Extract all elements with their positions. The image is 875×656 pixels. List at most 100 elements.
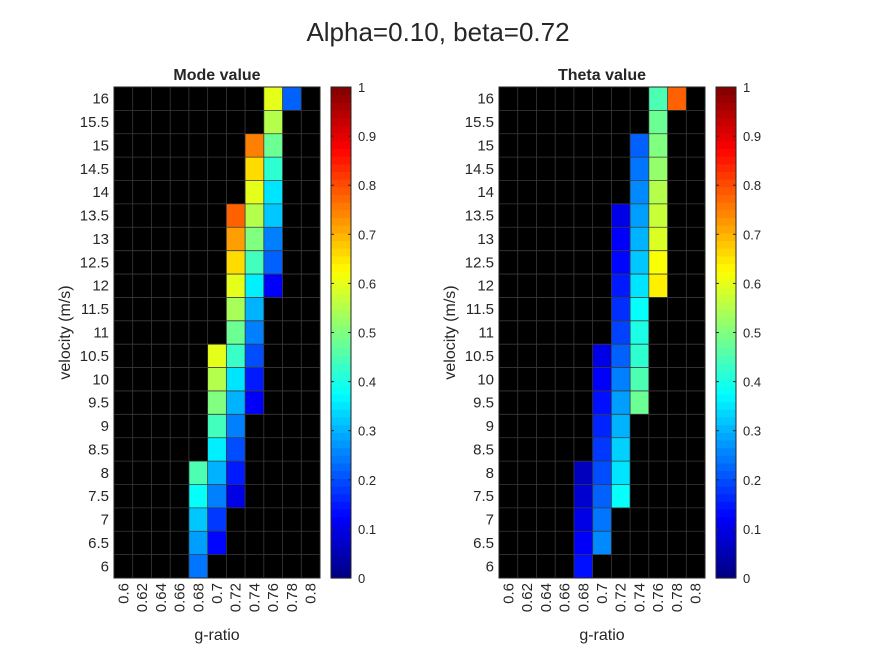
x-tick-label: 0.6 bbox=[115, 583, 132, 604]
colorbar-segment bbox=[716, 148, 736, 157]
heatmap-panel-mode-value: Mode value1615.51514.51413.51312.51211.5… bbox=[57, 67, 376, 644]
colorbar-segment bbox=[331, 478, 351, 487]
heatmap-cell bbox=[573, 507, 593, 532]
colorbar-tick-label: 0.9 bbox=[743, 129, 761, 144]
colorbar-segment bbox=[331, 232, 351, 242]
heatmap-cell bbox=[630, 227, 649, 251]
colorbar-segment bbox=[331, 87, 351, 96]
heatmap-cell bbox=[592, 390, 612, 415]
colorbar-segment bbox=[716, 424, 736, 433]
heatmap-cell bbox=[245, 274, 264, 298]
colorbar-segment bbox=[716, 294, 736, 303]
colorbar-tick-label: 0.8 bbox=[743, 178, 761, 193]
y-tick-label: 6.5 bbox=[473, 535, 494, 552]
y-tick-label: 11.5 bbox=[466, 301, 494, 318]
y-tick-label: 14.5 bbox=[80, 161, 109, 178]
colorbar-tick-label: 0.9 bbox=[358, 129, 376, 144]
colorbar-segment bbox=[716, 163, 736, 172]
y-tick-label: 11 bbox=[93, 325, 109, 342]
colorbar-segment bbox=[331, 347, 351, 357]
colorbar-segment bbox=[716, 370, 736, 380]
x-tick-label: 0.66 bbox=[557, 583, 574, 612]
colorbar-segment bbox=[716, 156, 736, 165]
colorbar-segment bbox=[716, 409, 736, 418]
heatmap-cell bbox=[648, 274, 668, 298]
colorbar-tick-label: 0.4 bbox=[358, 375, 376, 390]
colorbar-segment bbox=[331, 117, 351, 126]
y-tick-label: 12.5 bbox=[465, 254, 494, 271]
colorbar-segment bbox=[716, 439, 736, 449]
y-tick-label: 15.5 bbox=[465, 114, 494, 131]
colorbar-segment bbox=[331, 240, 351, 249]
heatmap-cell bbox=[226, 297, 246, 321]
colorbar-tick-label: 1 bbox=[743, 80, 750, 95]
heatmap-cell bbox=[630, 180, 649, 204]
heatmap-cell bbox=[573, 461, 593, 485]
x-tick-label: 0.7 bbox=[209, 583, 226, 604]
heatmap-cell bbox=[226, 250, 246, 275]
heatmap-cell bbox=[282, 87, 302, 111]
y-tick-label: 15 bbox=[92, 137, 109, 154]
heatmap-cell bbox=[648, 87, 668, 111]
x-tick-label: 0.72 bbox=[613, 583, 630, 612]
y-tick-label: 10 bbox=[477, 371, 494, 388]
y-tick-label: 7.5 bbox=[88, 488, 109, 505]
colorbar-tick-label: 0.1 bbox=[358, 522, 376, 537]
colorbar-segment bbox=[331, 125, 351, 134]
colorbar-segment bbox=[716, 248, 736, 257]
y-tick-label: 6.5 bbox=[88, 535, 109, 552]
colorbar-segment bbox=[716, 524, 736, 533]
x-tick-label: 0.7 bbox=[594, 583, 611, 604]
x-tick-label: 0.76 bbox=[650, 583, 667, 612]
y-tick-label: 10.5 bbox=[465, 348, 494, 365]
heatmap-cell bbox=[630, 344, 649, 368]
heatmap-cell bbox=[648, 133, 668, 158]
colorbar-segment bbox=[331, 278, 351, 288]
colorbar-segment bbox=[716, 324, 736, 334]
heatmap-cell bbox=[245, 390, 264, 415]
colorbar-segment bbox=[331, 355, 351, 364]
y-tick-label: 10 bbox=[92, 371, 109, 388]
x-tick-label: 0.74 bbox=[246, 583, 263, 612]
y-tick-label: 8 bbox=[101, 465, 109, 482]
x-tick-label: 0.72 bbox=[228, 583, 245, 612]
colorbar-segment bbox=[331, 439, 351, 449]
colorbar-segment bbox=[331, 516, 351, 525]
colorbar-segment bbox=[716, 87, 736, 96]
heatmap-cell bbox=[263, 203, 283, 228]
colorbar-segment bbox=[716, 286, 736, 295]
heatmap-cell bbox=[611, 297, 631, 321]
colorbar-segment bbox=[716, 570, 736, 579]
x-tick-label: 0.62 bbox=[519, 583, 536, 612]
colorbar-segment bbox=[716, 470, 736, 479]
colorbar-segment bbox=[716, 240, 736, 249]
colorbar-segment bbox=[716, 416, 736, 426]
colorbar-segment bbox=[716, 209, 736, 219]
heatmap-cell bbox=[611, 274, 631, 298]
heatmap-cell bbox=[245, 180, 264, 204]
colorbar-segment bbox=[716, 309, 736, 318]
heatmap-cell bbox=[648, 203, 668, 228]
y-tick-label: 6 bbox=[486, 558, 494, 575]
colorbar-segment bbox=[331, 409, 351, 418]
heatmap-cell bbox=[207, 461, 227, 485]
heatmap-cell bbox=[611, 250, 631, 275]
colorbar-segment bbox=[331, 547, 351, 556]
heatmap-cell bbox=[630, 133, 649, 158]
heatmap-cell bbox=[611, 367, 631, 391]
heatmap-cell bbox=[245, 344, 264, 368]
heatmap-cell bbox=[263, 110, 283, 134]
colorbar-tick-label: 0.1 bbox=[743, 522, 761, 537]
heatmap-cell bbox=[648, 180, 668, 204]
colorbar-segment bbox=[331, 209, 351, 219]
y-tick-label: 9 bbox=[486, 418, 494, 435]
heatmap-cell bbox=[592, 484, 612, 508]
y-tick-label: 16 bbox=[92, 91, 109, 108]
colorbar-segment bbox=[331, 263, 351, 272]
heatmap-cell bbox=[207, 484, 227, 508]
heatmap-cell bbox=[245, 133, 264, 158]
colorbar-segment bbox=[331, 286, 351, 295]
colorbar-segment bbox=[716, 255, 736, 265]
colorbar-tick-label: 0.3 bbox=[743, 424, 761, 439]
